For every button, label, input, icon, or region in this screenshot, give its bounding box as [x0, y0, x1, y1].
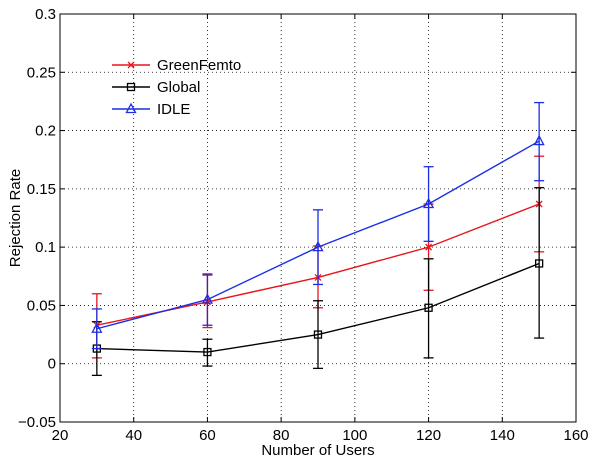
legend-entry: Global [112, 79, 200, 96]
y-axis-title: Rejection Rate [7, 169, 24, 267]
x-tick-label: 100 [342, 427, 367, 444]
data-point [91, 322, 103, 333]
data-point-stroke [425, 243, 433, 251]
y-tick-label: 0 [48, 356, 56, 373]
data-point [313, 330, 323, 339]
y-tick-label: 0.15 [27, 181, 56, 198]
data-point [424, 303, 433, 312]
legend-label: IDLE [157, 101, 190, 118]
x-tick-label: 140 [490, 427, 515, 444]
series-global [91, 187, 545, 377]
legend-marker-stroke [127, 61, 135, 69]
series-line [96, 140, 540, 330]
series-line [96, 262, 540, 353]
legend-entry: IDLE [112, 101, 190, 118]
y-tick-label: 0.05 [27, 297, 56, 314]
data-point [201, 293, 214, 304]
y-tick-label: 0.25 [27, 64, 56, 81]
legend-label: GreenFemto [157, 57, 241, 74]
x-tick-label: 40 [125, 427, 142, 444]
x-tick-label: 80 [273, 427, 290, 444]
legend-marker [127, 61, 135, 69]
legend-entry: GreenFemto [112, 57, 241, 74]
legend-label: Global [157, 79, 200, 96]
series-layer [91, 101, 545, 377]
data-point [534, 259, 544, 268]
legend-marker [125, 102, 137, 114]
data-point [425, 243, 433, 251]
x-tick-label: 120 [416, 427, 441, 444]
tick-layer: 20 40 60 80 100 120 140 160 −0.05 0 0.05 0.1 0.15 0.2… [18, 6, 588, 444]
data-point [203, 347, 212, 357]
x-tick-label: 60 [199, 427, 216, 444]
data-point [422, 197, 435, 209]
plot-frame [59, 13, 577, 423]
x-axis-title: Number of Users [261, 442, 374, 459]
y-tick-label: 0.1 [35, 239, 56, 256]
data-point [312, 240, 324, 252]
series-idle [91, 101, 545, 350]
data-point [533, 134, 545, 146]
y-tick-label: 0.3 [35, 6, 56, 23]
legend-marker [126, 82, 136, 92]
x-tick-label: 160 [563, 427, 588, 444]
legend: GreenFemto Global IDLE [112, 57, 241, 118]
y-tick-label: 0.2 [35, 123, 56, 140]
x-tick-label: 20 [52, 427, 69, 444]
y-tick-label: −0.05 [18, 414, 56, 431]
